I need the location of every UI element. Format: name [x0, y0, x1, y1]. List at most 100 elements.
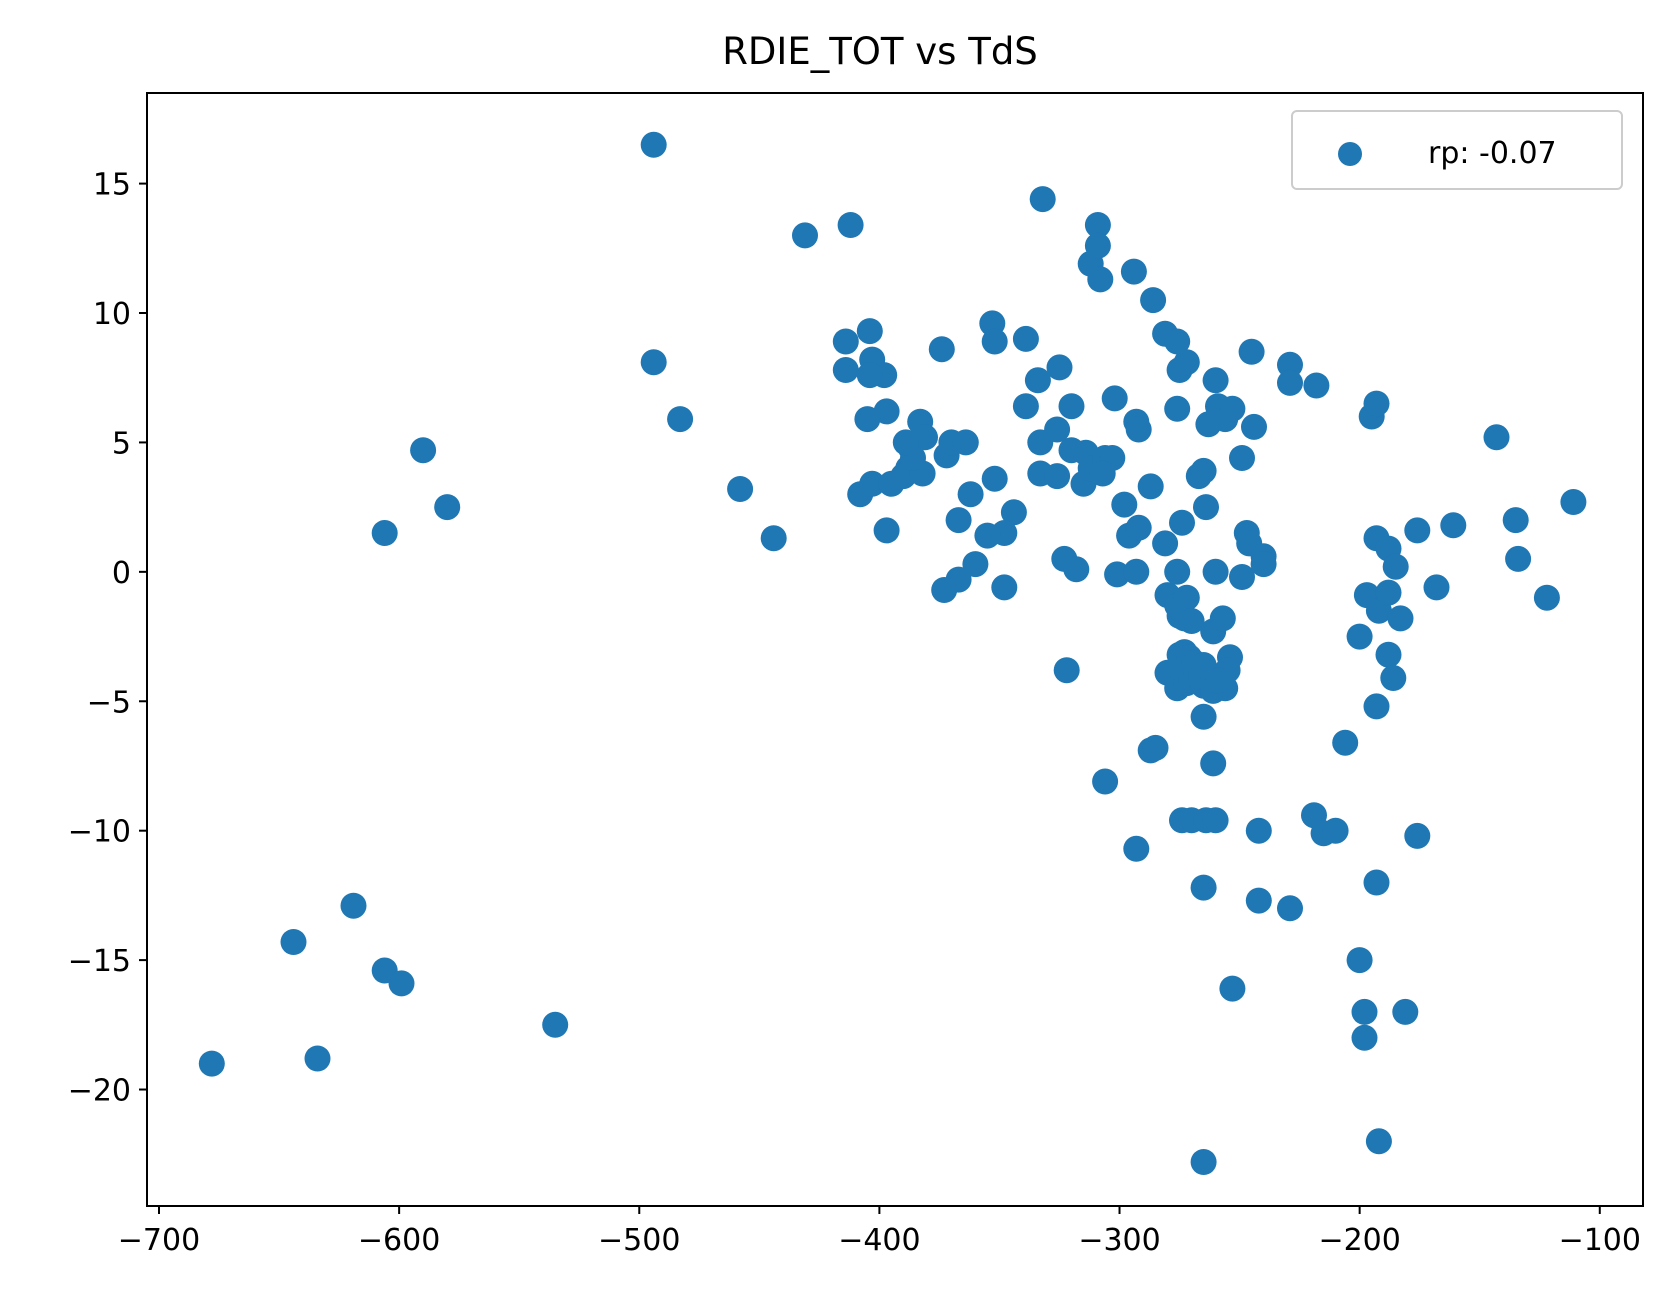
data-point: [1250, 551, 1277, 578]
data-point: [1332, 729, 1359, 756]
data-point: [1190, 1149, 1217, 1175]
data-point: [1044, 416, 1071, 443]
data-point: [856, 362, 883, 389]
data-point: [1351, 1024, 1378, 1051]
data-point: [1123, 835, 1150, 862]
data-point: [837, 212, 864, 238]
data-point: [760, 525, 787, 552]
data-point: [1351, 998, 1378, 1025]
data-point: [1229, 445, 1255, 471]
data-point: [1058, 393, 1085, 420]
data-point: [1173, 349, 1200, 376]
data-point: [1024, 367, 1051, 394]
data-point: [832, 328, 859, 355]
x-tick-label: −200: [1318, 1223, 1400, 1258]
data-point: [1375, 579, 1402, 606]
data-point: [931, 577, 958, 603]
data-point: [727, 476, 754, 502]
data-point: [1137, 473, 1164, 500]
data-point: [859, 470, 886, 497]
data-point: [1046, 354, 1073, 381]
data-point: [1502, 507, 1529, 534]
y-tick-label: 5: [112, 426, 131, 461]
data-point: [974, 522, 1001, 549]
data-point: [981, 465, 1008, 492]
data-point: [892, 429, 919, 456]
data-point: [1012, 325, 1039, 352]
data-point: [340, 892, 367, 919]
data-point: [1164, 328, 1191, 355]
plot-frame: [146, 92, 1644, 1207]
x-tick-label: −100: [1559, 1223, 1641, 1258]
data-point: [1245, 817, 1272, 844]
data-point: [1404, 822, 1431, 849]
data-point: [991, 574, 1018, 601]
data-point: [1277, 369, 1303, 396]
data-point: [1387, 605, 1414, 632]
data-point: [1063, 556, 1090, 583]
data-point: [1000, 499, 1027, 526]
data-point: [1012, 393, 1039, 420]
x-tick-label: −600: [358, 1223, 440, 1258]
x-tick-label: −700: [118, 1223, 200, 1258]
data-point: [1173, 584, 1200, 611]
y-tick-label: −5: [87, 685, 131, 720]
data-point: [928, 336, 955, 363]
data-point: [1241, 413, 1267, 440]
data-point: [434, 494, 461, 521]
x-axis: −700 −600 −500 −400 −300 −200 −100: [118, 1206, 1641, 1258]
data-point: [1209, 605, 1236, 632]
data-point: [1363, 390, 1390, 417]
data-point: [1169, 509, 1195, 536]
data-point: [1363, 869, 1390, 896]
data-point: [1303, 372, 1330, 399]
data-point: [981, 328, 1008, 355]
data-point: [667, 406, 694, 433]
data-point: [1560, 489, 1587, 515]
data-point: [1092, 768, 1119, 795]
data-point: [640, 131, 667, 158]
x-tick-label: −500: [598, 1223, 680, 1258]
data-point: [542, 1011, 569, 1038]
data-point: [1084, 232, 1111, 259]
data-point: [962, 551, 989, 578]
data-point: [1164, 395, 1191, 422]
data-point: [1219, 395, 1246, 422]
data-point: [792, 222, 818, 249]
data-point: [1375, 641, 1402, 668]
y-tick-label: −10: [68, 815, 131, 850]
data-point: [1363, 693, 1390, 720]
data-point: [832, 357, 859, 383]
data-point: [1346, 947, 1373, 974]
data-point: [957, 481, 984, 508]
data-point: [1229, 564, 1255, 590]
data-point: [854, 406, 881, 433]
x-tick-label: −400: [838, 1223, 920, 1258]
y-tick-label: 15: [93, 168, 131, 203]
data-point: [1053, 657, 1080, 684]
legend-label: rp: -0.07: [1428, 136, 1557, 171]
data-point: [1483, 424, 1510, 451]
data-point: [1380, 665, 1407, 691]
data-point: [873, 517, 900, 544]
data-point: [410, 437, 437, 464]
data-point: [1111, 491, 1138, 518]
data-point: [1277, 895, 1303, 922]
data-point: [1202, 807, 1229, 834]
data-point: [1365, 1128, 1392, 1155]
data-point: [1084, 212, 1111, 238]
data-point: [371, 520, 398, 546]
data-point: [1202, 367, 1229, 394]
data-point: [388, 970, 415, 997]
data-point: [1089, 460, 1116, 487]
data-point: [1322, 817, 1349, 844]
data-point: [1440, 512, 1467, 539]
data-point: [1245, 887, 1272, 914]
data-point: [1044, 463, 1071, 490]
data-point: [1505, 545, 1532, 572]
data-point: [1404, 517, 1431, 544]
legend: rp: -0.07: [1291, 110, 1623, 190]
legend-marker-icon: [1338, 142, 1362, 166]
data-point: [304, 1045, 331, 1072]
data-point: [1142, 734, 1169, 761]
